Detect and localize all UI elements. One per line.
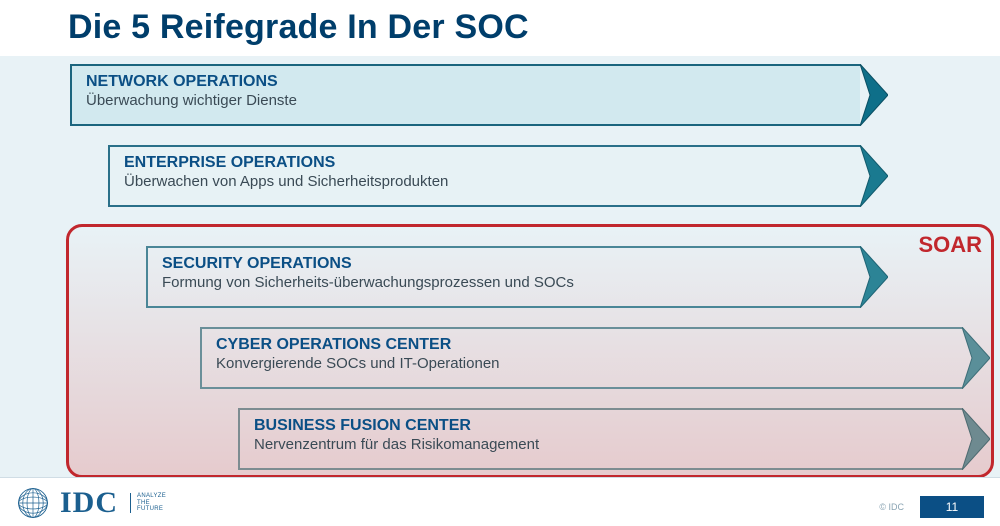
tagline-line: THE	[137, 500, 166, 507]
idc-tagline: ANALYZE THE FUTURE	[130, 493, 166, 513]
level-body: NETWORK OPERATIONSÜberwachung wichtiger …	[70, 64, 860, 126]
maturity-level: CYBER OPERATIONS CENTERKonvergierende SO…	[200, 327, 990, 389]
level-subtitle: Formung von Sicherheits-überwachungsproz…	[162, 273, 846, 293]
maturity-level: NETWORK OPERATIONSÜberwachung wichtiger …	[70, 64, 888, 126]
maturity-level: BUSINESS FUSION CENTERNervenzentrum für …	[238, 408, 990, 470]
level-subtitle: Überwachen von Apps und Sicherheitsprodu…	[124, 172, 846, 192]
maturity-level: ENTERPRISE OPERATIONSÜberwachen von Apps…	[108, 145, 888, 207]
level-title: CYBER OPERATIONS CENTER	[216, 335, 948, 354]
maturity-level: SECURITY OPERATIONSFormung von Sicherhei…	[146, 246, 888, 308]
idc-globe-icon	[16, 486, 50, 520]
slide: Die 5 Reifegrade In Der SOC SOAR NETWORK…	[0, 0, 1000, 526]
level-body: CYBER OPERATIONS CENTERKonvergierende SO…	[200, 327, 962, 389]
chevron-right-icon	[860, 145, 888, 207]
chevron-right-icon	[860, 246, 888, 308]
level-title: BUSINESS FUSION CENTER	[254, 416, 948, 435]
copyright: © IDC	[879, 502, 904, 512]
level-body: ENTERPRISE OPERATIONSÜberwachen von Apps…	[108, 145, 860, 207]
tagline-line: FUTURE	[137, 506, 166, 513]
slide-title: Die 5 Reifegrade In Der SOC	[68, 8, 529, 47]
footer: IDC ANALYZE THE FUTURE © IDC 11	[0, 477, 1000, 526]
chevron-right-icon	[962, 408, 990, 470]
page-number: 11	[920, 496, 984, 518]
level-title: NETWORK OPERATIONS	[86, 72, 846, 91]
level-subtitle: Konvergierende SOCs und IT-Operationen	[216, 354, 948, 374]
tagline-line: ANALYZE	[137, 493, 166, 500]
level-body: SECURITY OPERATIONSFormung von Sicherhei…	[146, 246, 860, 308]
level-subtitle: Nervenzentrum für das Risikomanagement	[254, 435, 948, 455]
soar-label: SOAR	[918, 232, 982, 258]
chevron-right-icon	[860, 64, 888, 126]
chevron-right-icon	[962, 327, 990, 389]
level-body: BUSINESS FUSION CENTERNervenzentrum für …	[238, 408, 962, 470]
level-subtitle: Überwachung wichtiger Dienste	[86, 91, 846, 111]
level-title: SECURITY OPERATIONS	[162, 254, 846, 273]
level-title: ENTERPRISE OPERATIONS	[124, 153, 846, 172]
idc-logo-text: IDC	[60, 486, 118, 520]
idc-logo: IDC ANALYZE THE FUTURE	[16, 486, 166, 520]
